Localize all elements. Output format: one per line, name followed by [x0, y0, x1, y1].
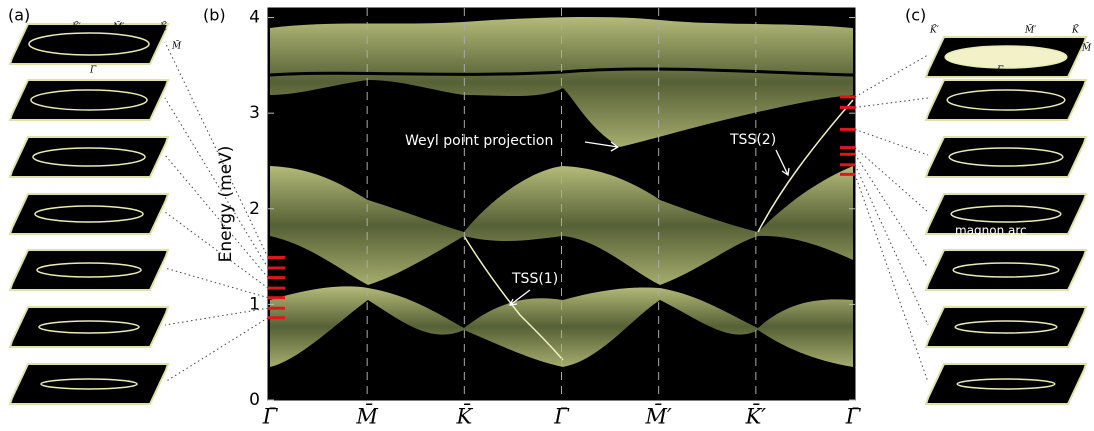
x-tick-label: Γ̄ — [845, 405, 862, 429]
inset-plate — [8, 306, 170, 348]
inset — [924, 363, 1088, 405]
connector — [164, 317, 269, 383]
inset-contour — [30, 89, 148, 111]
annotation: TSS(2) — [729, 132, 776, 148]
inset — [924, 249, 1088, 291]
bz-label: K̄ — [1071, 24, 1080, 36]
inset — [8, 79, 170, 121]
inset-plate — [8, 79, 170, 121]
weyl-arrow — [584, 141, 620, 152]
panel-label: (b) — [203, 6, 226, 25]
inset-contour — [954, 320, 1058, 334]
inset — [924, 193, 1088, 235]
band-gap — [269, 67, 854, 77]
inset-plate — [924, 306, 1088, 348]
inset — [924, 79, 1088, 121]
x-tick-label: K̄ — [455, 404, 473, 429]
bz-label: M̄′ — [1024, 24, 1036, 36]
tss2-arrow — [775, 149, 790, 177]
inset-plate — [924, 136, 1088, 178]
inset-contour — [40, 378, 138, 390]
inset-contour — [32, 147, 146, 167]
x-tick-label: M̄ — [355, 404, 378, 429]
connector — [164, 41, 269, 258]
inset-plate — [8, 23, 170, 65]
y-tick-label: 4 — [249, 8, 260, 28]
inset-contour — [38, 320, 140, 334]
connector — [164, 211, 269, 289]
inset — [8, 23, 170, 65]
connector — [854, 54, 929, 98]
bz-label: K̄′ — [929, 24, 939, 36]
inset-plate — [8, 363, 170, 405]
bz-label: M̄ — [171, 40, 182, 52]
inset — [924, 306, 1088, 348]
tss1-arrow — [508, 289, 531, 306]
x-tick-label: K̄′ — [745, 404, 767, 429]
connector — [164, 267, 269, 299]
panel-label: (c) — [905, 6, 926, 25]
inset — [8, 193, 170, 235]
inset-contour — [34, 205, 144, 223]
bz-label: M̄ — [1081, 42, 1092, 54]
annotation: Weyl point projection — [405, 133, 553, 149]
inset — [924, 136, 1088, 178]
band-lower — [270, 286, 853, 367]
connector — [164, 97, 269, 269]
tss-2 — [757, 99, 854, 233]
bz-label: K̄′ — [71, 21, 81, 33]
bz-label: Γ̄ — [996, 66, 1004, 76]
bz-label: M̄′ — [112, 21, 124, 33]
inset — [8, 306, 170, 348]
inset-contour — [956, 378, 1056, 390]
inset-contour — [948, 147, 1064, 167]
annotation: TSS(1) — [511, 271, 558, 287]
inset-label: magnon arc — [955, 224, 1027, 238]
connector — [854, 97, 929, 108]
inset — [8, 363, 170, 405]
bz-label: Γ̄ — [89, 66, 97, 76]
connector — [854, 128, 929, 156]
inset-plate — [924, 363, 1088, 405]
x-tick-label: Γ̄ — [553, 405, 570, 429]
y-axis-label: Energy (meV) — [216, 146, 236, 263]
y-tick-label: 2 — [249, 199, 260, 219]
inset — [8, 136, 170, 178]
connector — [854, 164, 929, 326]
inset-plate — [8, 193, 170, 235]
inset — [924, 36, 1088, 78]
tss-1 — [463, 235, 564, 361]
inset-contour — [28, 32, 150, 56]
connector — [854, 174, 929, 383]
inset-plate — [924, 249, 1088, 291]
inset-plate — [8, 249, 170, 291]
inset-contour — [36, 262, 142, 278]
inset-plate — [8, 136, 170, 178]
panel-label: (a) — [8, 6, 30, 25]
inset-plate — [924, 79, 1088, 121]
inset-contour — [950, 205, 1062, 223]
inset-contour — [944, 45, 1068, 69]
connector — [164, 307, 269, 326]
connector — [854, 154, 929, 269]
y-tick-label: 3 — [249, 103, 260, 123]
inset-contour — [946, 89, 1066, 111]
inset-plate — [924, 193, 1088, 235]
connector — [854, 147, 929, 213]
inset-contour — [952, 262, 1060, 278]
x-tick-label: M̄′ — [645, 404, 673, 429]
bz-label: K̄ — [159, 21, 168, 33]
y-tick-label: 0 — [249, 390, 260, 410]
inset — [8, 249, 170, 291]
y-tick-label: 1 — [249, 294, 260, 314]
x-tick-label: Γ̄ — [262, 405, 279, 429]
